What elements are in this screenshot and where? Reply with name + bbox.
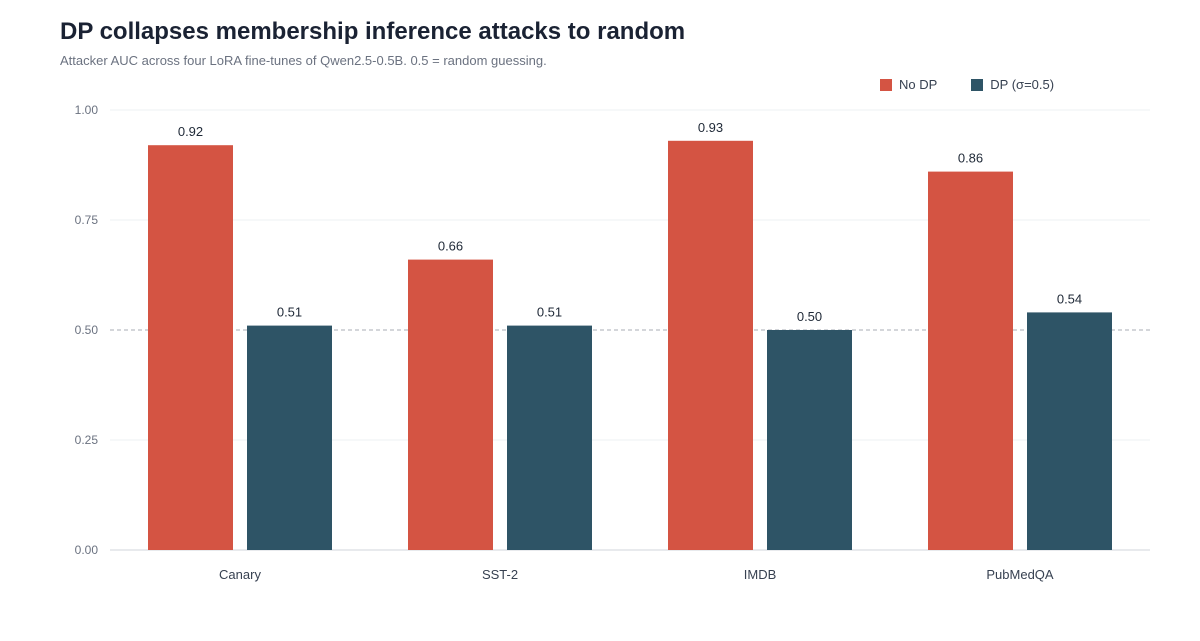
legend-swatch-no-dp (880, 78, 892, 91)
bar (247, 325, 332, 550)
legend-label-dp: DP (σ=0.5) (990, 77, 1055, 92)
bar (507, 325, 592, 550)
bar (767, 330, 852, 550)
x-category-label: Canary (219, 567, 261, 582)
legend-item-no-dp: No DP (880, 77, 937, 92)
data-label: 0.50 (797, 309, 822, 324)
y-tick-label: 1.00 (75, 103, 99, 117)
y-tick-label: 0.00 (75, 543, 99, 557)
data-label: 0.92 (178, 124, 203, 139)
data-label: 0.86 (958, 151, 983, 166)
y-tick-label: 0.75 (75, 213, 99, 227)
data-label: 0.54 (1057, 291, 1082, 306)
legend-swatch-dp (971, 78, 984, 91)
legend-item-dp: DP (σ=0.5) (971, 77, 1054, 92)
bar (1027, 312, 1112, 550)
bar (148, 145, 233, 550)
data-label: 0.93 (698, 120, 723, 135)
x-category-label: SST-2 (482, 567, 518, 582)
y-tick-label: 0.50 (75, 323, 99, 337)
chart-subtitle: Attacker AUC across four LoRA fine-tunes… (60, 53, 547, 68)
y-tick-label: 0.25 (75, 433, 99, 447)
bar (928, 171, 1013, 550)
x-category-label: IMDB (744, 567, 777, 582)
data-label: 0.51 (537, 305, 562, 320)
chart-title: DP collapses membership inference attack… (60, 18, 686, 45)
legend-label-no-dp: No DP (899, 77, 938, 92)
data-label: 0.66 (438, 239, 463, 254)
chart-legend: No DP DP (σ=0.5) (880, 77, 1088, 92)
bar (408, 259, 493, 550)
data-label: 0.51 (277, 305, 302, 320)
x-category-label: PubMedQA (986, 567, 1054, 582)
bar (668, 140, 753, 551)
